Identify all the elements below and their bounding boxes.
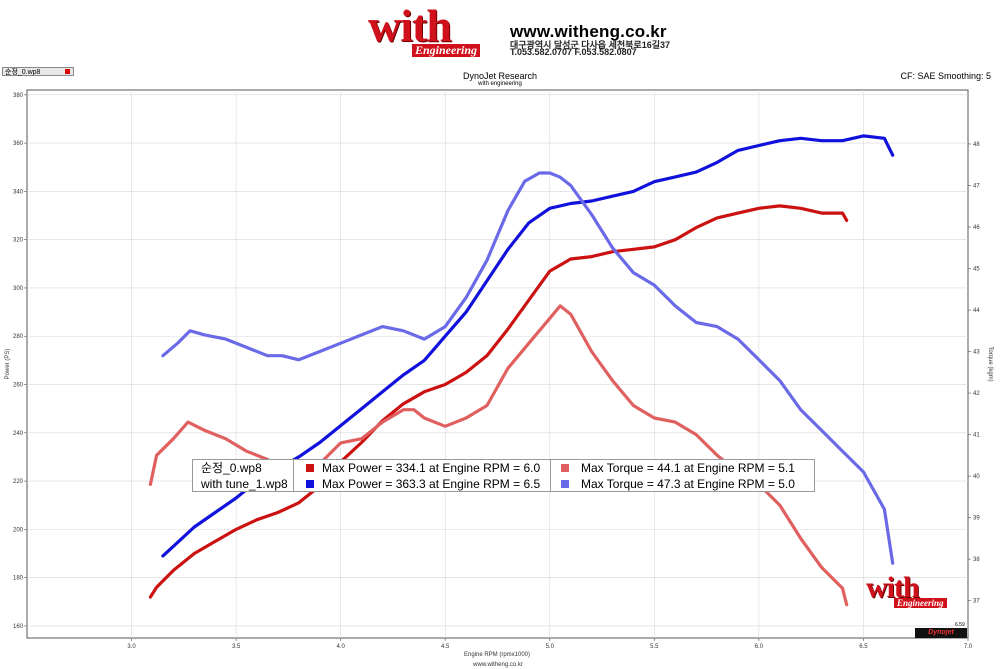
dynojet-badge: Dynojet bbox=[915, 628, 967, 638]
website-text: www.witheng.co.kr bbox=[510, 22, 667, 41]
file-tab[interactable]: 순정_0.wp8 bbox=[2, 67, 74, 76]
left-axis-ticks: 160 180 200 220 240 260 280 300 320 340 360 380 bbox=[13, 93, 27, 630]
address-text: 대구광역시 달성군 다사읍 세천북로16길37 bbox=[510, 40, 671, 50]
y-tick-label: 180 bbox=[13, 576, 24, 582]
legend-power-text: Max Power = 334.1 at Engine RPM = 6.0 bbox=[322, 461, 541, 475]
brand-logo-watermark: with Engineering bbox=[866, 571, 947, 610]
x-axis-label: Engine RPM (rpmx1000) bbox=[464, 652, 530, 658]
y2-tick-label: 38 bbox=[973, 557, 980, 563]
logo-subword: Engineering bbox=[894, 598, 947, 608]
legend-torque-swatch bbox=[561, 464, 569, 472]
legend-power-swatch bbox=[306, 480, 314, 488]
y-axis-label: Power (PS) bbox=[5, 349, 11, 380]
legend-power: Max Power = 334.1 at Engine RPM = 6.0 bbox=[294, 460, 551, 476]
plot-area bbox=[26, 89, 969, 639]
phone-text: T.053.582.0707 F.053.582.0807 bbox=[510, 47, 637, 57]
legend-torque-swatch bbox=[561, 480, 569, 488]
x-tick-label: 5.5 bbox=[650, 644, 659, 650]
x-tick-label: 7.0 bbox=[964, 644, 973, 650]
y-tick-label: 200 bbox=[13, 527, 24, 533]
y2-tick-label: 46 bbox=[973, 225, 980, 231]
x-axis-ticks: 3.0 3.5 4.0 4.5 5.0 5.5 6.0 6.5 7.0 bbox=[127, 638, 973, 650]
x-tick-label: 5.0 bbox=[546, 644, 555, 650]
y2-axis-label: Torque (kgm) bbox=[987, 346, 993, 381]
torque-series-line bbox=[161, 171, 895, 565]
y-tick-label: 280 bbox=[13, 334, 24, 340]
legend-row: 순정_0.wp8 Max Power = 334.1 at Engine RPM… bbox=[193, 460, 814, 476]
file-tab-close-icon[interactable] bbox=[65, 69, 70, 74]
file-tab-label: 순정_0.wp8 bbox=[5, 69, 41, 76]
power-series-line bbox=[148, 204, 849, 599]
legend-torque-text: Max Torque = 44.1 at Engine RPM = 5.1 bbox=[581, 461, 795, 475]
legend-torque-text: Max Torque = 47.3 at Engine RPM = 5.0 bbox=[581, 477, 795, 491]
y-tick-label: 220 bbox=[13, 479, 24, 485]
rpm-readout: 6.59 bbox=[955, 622, 965, 628]
legend-power-swatch bbox=[306, 464, 314, 472]
y-tick-label: 160 bbox=[13, 624, 24, 630]
legend-power: Max Power = 363.3 at Engine RPM = 6.5 bbox=[294, 476, 551, 492]
x-tick-label: 4.5 bbox=[441, 644, 450, 650]
x-tick-label: 6.5 bbox=[859, 644, 868, 650]
y2-tick-label: 42 bbox=[973, 391, 980, 397]
x-tick-label: 3.5 bbox=[232, 644, 241, 650]
x-axis-sublabel: www.witheng.co.kr bbox=[472, 662, 523, 668]
y-tick-label: 320 bbox=[13, 238, 24, 244]
legend-row: with tune_1.wp8 Max Power = 363.3 at Eng… bbox=[193, 476, 814, 492]
y-tick-label: 300 bbox=[13, 286, 24, 292]
y2-tick-label: 40 bbox=[973, 474, 980, 480]
legend-file: with tune_1.wp8 bbox=[193, 476, 294, 492]
y-tick-label: 360 bbox=[13, 141, 24, 147]
y2-tick-label: 41 bbox=[973, 433, 980, 439]
legend: 순정_0.wp8 Max Power = 334.1 at Engine RPM… bbox=[192, 459, 815, 492]
y-tick-label: 340 bbox=[13, 189, 24, 195]
y2-tick-label: 39 bbox=[973, 516, 980, 522]
y2-tick-label: 48 bbox=[973, 142, 980, 148]
x-tick-label: 4.0 bbox=[336, 644, 345, 650]
y-tick-label: 240 bbox=[13, 431, 24, 437]
chart-subtitle: with engineering bbox=[478, 81, 522, 87]
y2-tick-label: 45 bbox=[973, 267, 980, 273]
y2-tick-label: 44 bbox=[973, 308, 980, 314]
logo-word: with bbox=[866, 571, 920, 604]
legend-torque: Max Torque = 47.3 at Engine RPM = 5.0 bbox=[551, 476, 815, 492]
chart-title: DynoJet Research bbox=[462, 71, 538, 81]
brand-logo: with Engineering bbox=[368, 0, 488, 58]
right-axis-ticks: 37 38 39 40 41 42 43 44 45 46 47 48 bbox=[968, 142, 980, 605]
legend-power-text: Max Power = 363.3 at Engine RPM = 6.5 bbox=[322, 477, 541, 491]
y2-tick-label: 43 bbox=[973, 350, 980, 356]
logo-subword: Engineering bbox=[412, 44, 481, 57]
legend-file: 순정_0.wp8 bbox=[193, 460, 294, 476]
correction-factor-text: CF: SAE Smoothing: 5 bbox=[900, 71, 991, 81]
x-tick-label: 6.0 bbox=[755, 644, 764, 650]
y2-tick-label: 37 bbox=[973, 599, 980, 605]
y2-tick-label: 47 bbox=[973, 183, 980, 189]
y-tick-label: 380 bbox=[13, 93, 24, 99]
logo-word: with bbox=[368, 0, 452, 51]
x-tick-label: 3.0 bbox=[127, 644, 136, 650]
legend-torque: Max Torque = 44.1 at Engine RPM = 5.1 bbox=[551, 460, 815, 476]
y-tick-label: 260 bbox=[13, 383, 24, 389]
